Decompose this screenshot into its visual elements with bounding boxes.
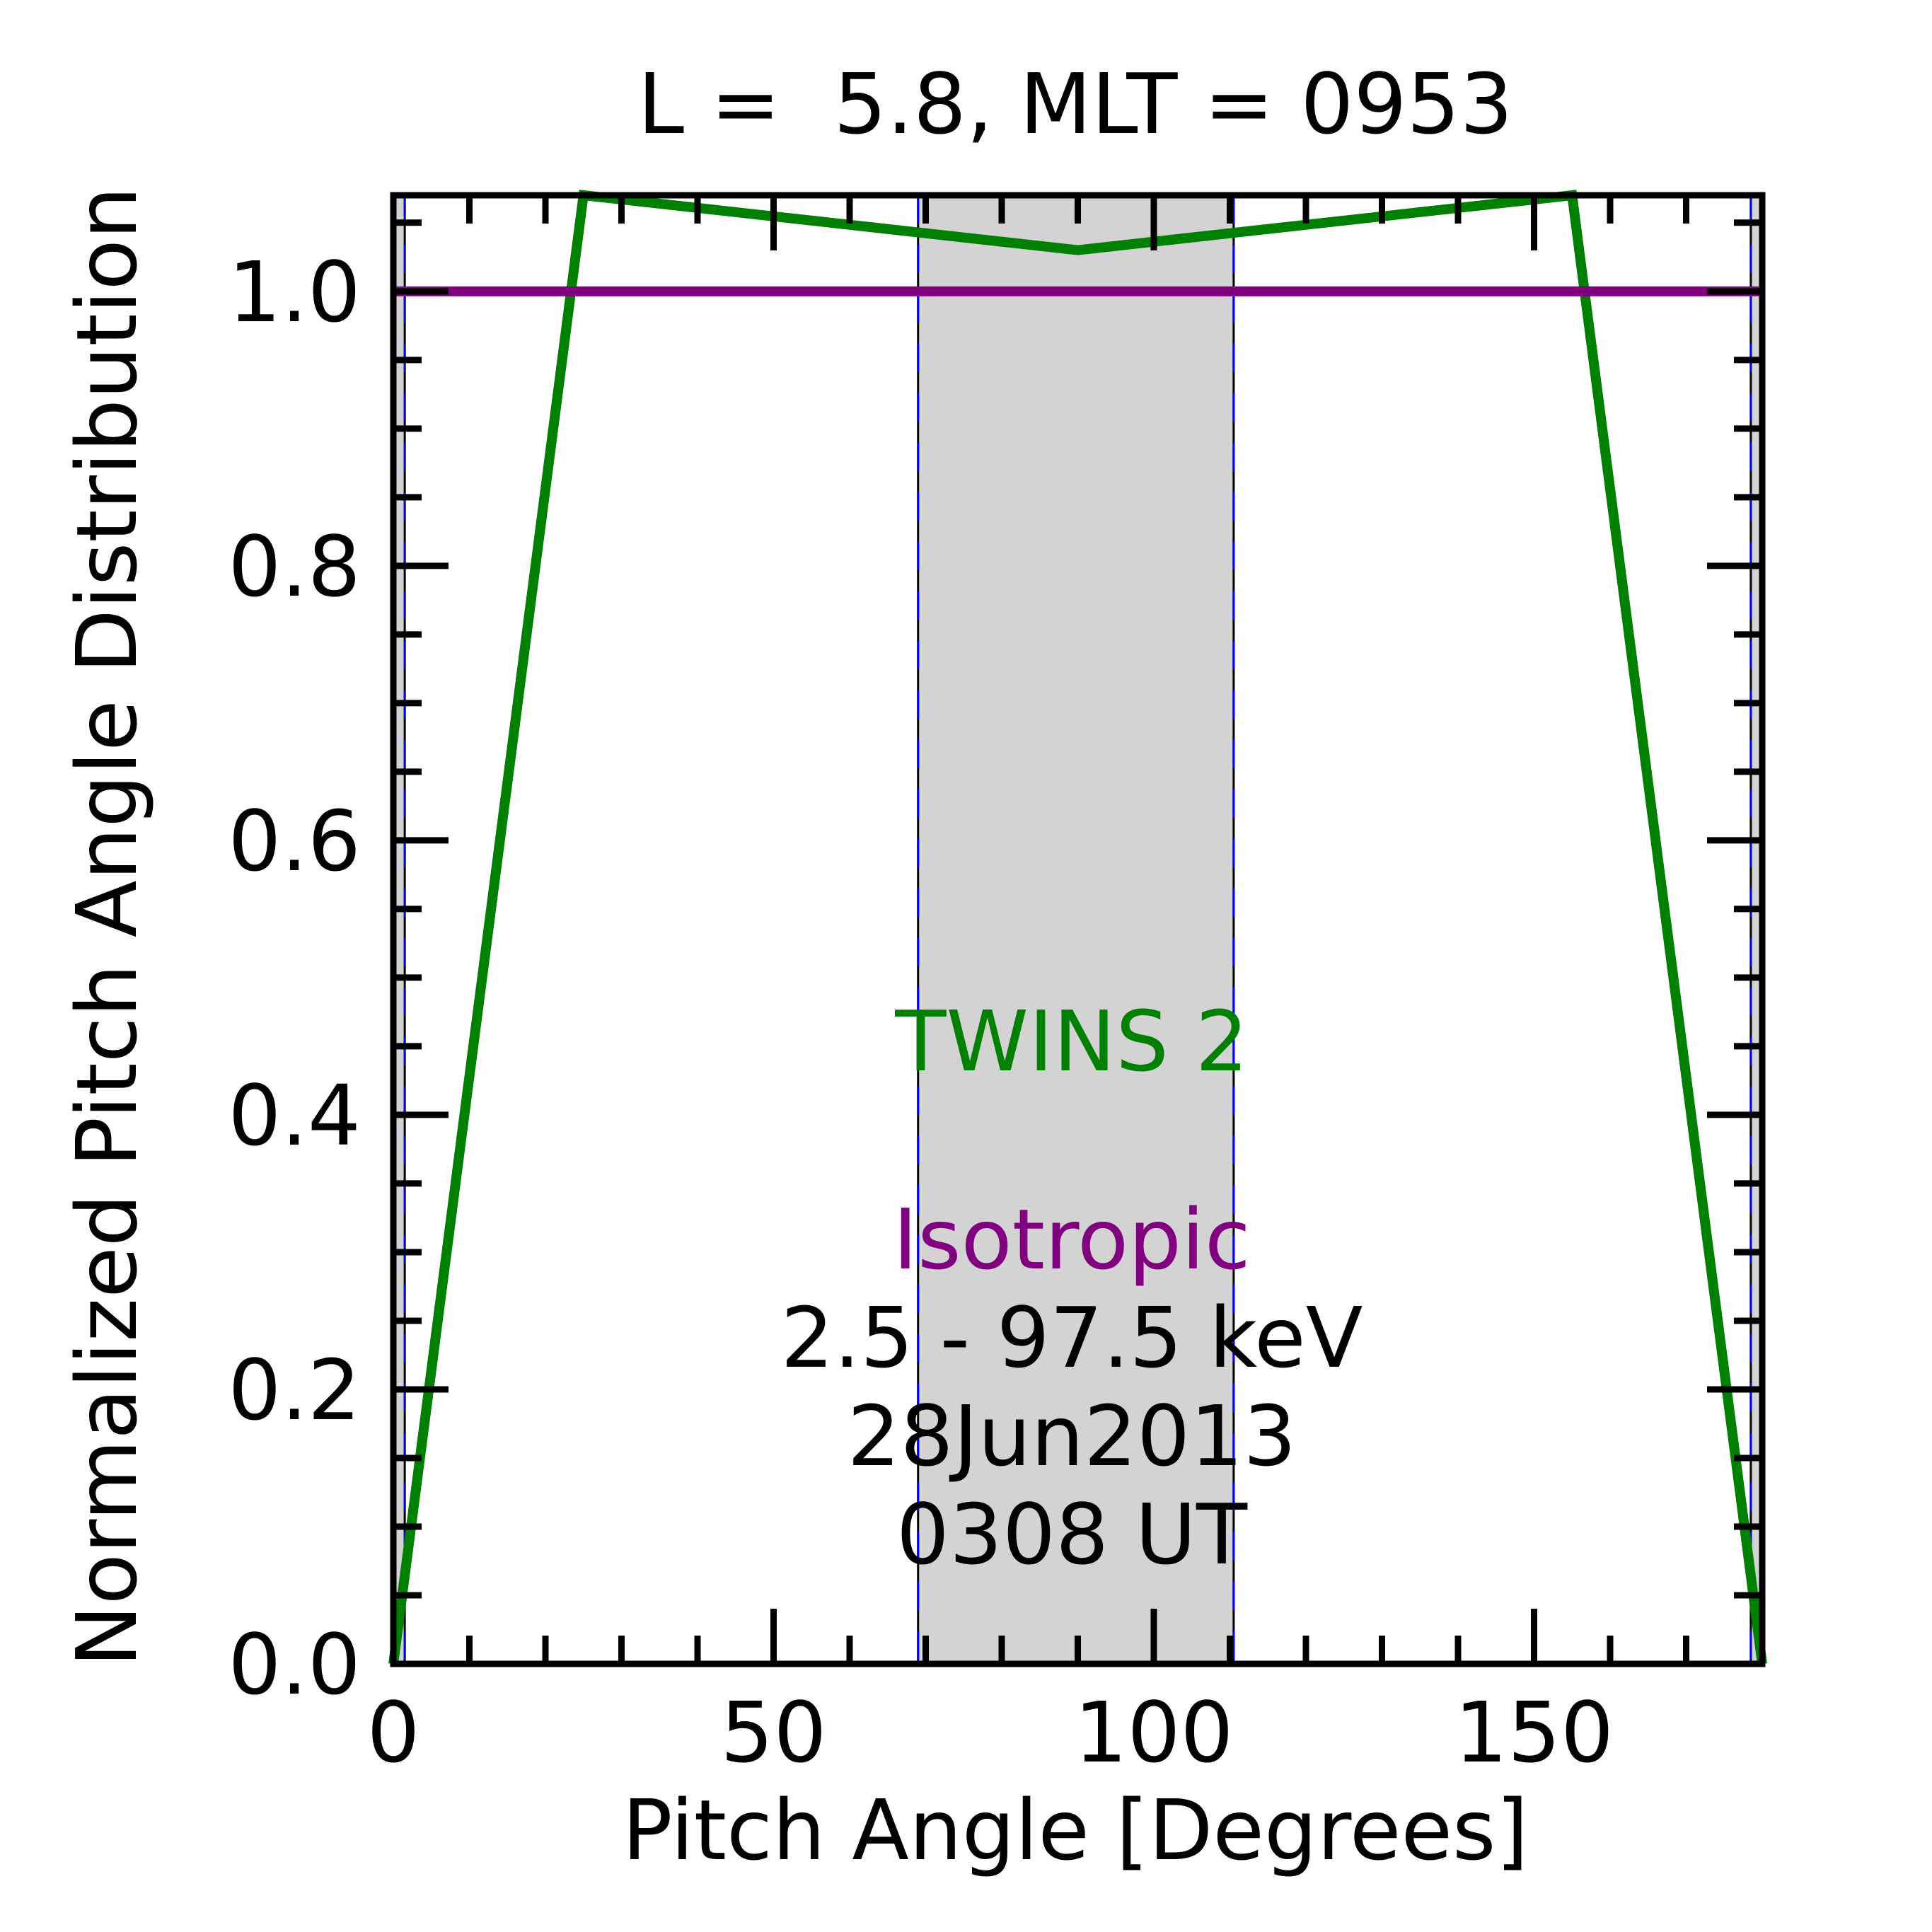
annotation-isotropic: Isotropic — [893, 1191, 1250, 1288]
y-tick-label: 0.4 — [228, 1067, 361, 1164]
series-line-twins-2 — [388, 190, 1767, 1665]
annotation-energy-range: 2.5 - 97.5 keV — [781, 1289, 1363, 1387]
plot-frame — [390, 192, 1766, 1667]
chart-title: L = 5.8, MLT = 0953 — [637, 55, 1512, 153]
tick-labels: 0 50 100 150 0.0 0.2 0.4 0.6 0.8 1.0 — [228, 243, 1614, 1781]
x-tick-label: 100 — [1074, 1684, 1233, 1781]
y-tick-label: 1.0 — [228, 243, 361, 341]
x-tick-label: 150 — [1454, 1684, 1614, 1781]
series-lines — [388, 190, 1767, 1665]
annotations: TWINS 2 Isotropic 2.5 - 97.5 keV 28Jun20… — [781, 993, 1363, 1583]
x-tick-label: 0 — [366, 1684, 420, 1781]
shaded-region-1 — [918, 195, 1234, 1664]
annotation-twins2: TWINS 2 — [894, 993, 1248, 1090]
shaded-regions — [393, 195, 1762, 1664]
y-tick-label: 0.2 — [228, 1341, 361, 1439]
y-tick-label: 0.0 — [228, 1616, 361, 1713]
annotation-date: 28Jun2013 — [848, 1387, 1297, 1485]
y-tick-label: 0.8 — [228, 518, 361, 615]
axis-ticks — [390, 195, 1766, 1667]
y-tick-label: 0.6 — [228, 792, 361, 890]
y-axis-label: Normalized Pitch Angle Distribution — [58, 186, 156, 1667]
vertical-guide-lines — [403, 195, 1752, 1664]
x-tick-label: 50 — [720, 1684, 826, 1781]
annotation-time: 0308 UT — [896, 1486, 1248, 1583]
x-axis-label: Pitch Angle [Degrees] — [622, 1781, 1528, 1879]
